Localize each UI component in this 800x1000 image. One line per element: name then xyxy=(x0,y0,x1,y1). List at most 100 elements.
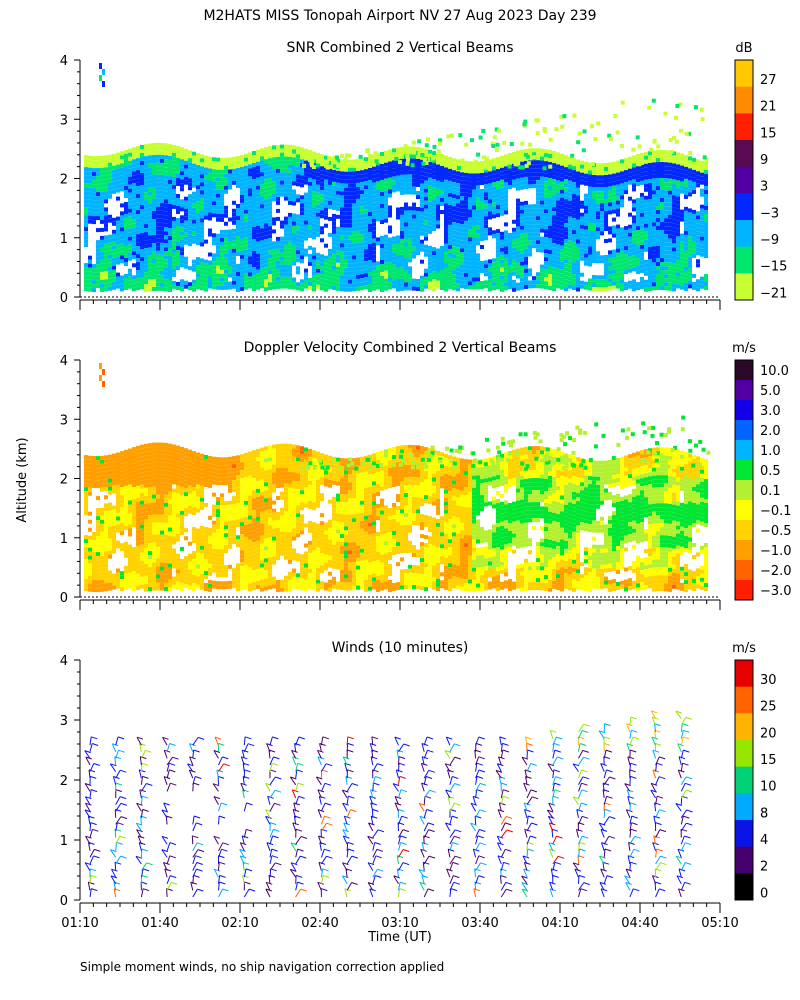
snr-colorbar-swatch xyxy=(735,86,753,114)
doppler-colorbar-swatch xyxy=(735,580,753,601)
winds-field xyxy=(84,710,693,898)
snr-colorbar-label: −15 xyxy=(760,260,787,275)
x-tick-label: 01:10 xyxy=(61,916,98,931)
doppler-colorbar-swatch xyxy=(735,360,753,381)
doppler-colorbar-unit: m/s xyxy=(732,341,756,356)
winds-y-tick-label: 4 xyxy=(60,654,68,669)
doppler-colorbar-swatch xyxy=(735,480,753,501)
x-tick-label: 05:10 xyxy=(701,916,738,931)
winds-colorbar-label: 30 xyxy=(760,673,777,688)
doppler-colorbar: 10.0 5.0 3.0 2.0 1.0 0.5 0.1 −0.1 −0.5 −1.0 −2.0 −3… xyxy=(734,359,792,601)
snr-colorbar: 27 21 15 9 3 −3 −9 −15 −21 xyxy=(734,59,787,301)
doppler-colorbar-label: −1.0 xyxy=(760,544,792,559)
x-tick-label: 04:10 xyxy=(541,916,578,931)
doppler-colorbar-swatch xyxy=(735,500,753,521)
snr-colorbar-label: 27 xyxy=(760,73,777,88)
winds-colorbar-label: 2 xyxy=(760,860,768,875)
doppler-colorbar-label: −2.0 xyxy=(760,564,792,579)
winds-panel: Winds (10 minutes) 0 1 2 3 4 01:10 01:40 02:10… xyxy=(60,640,777,931)
x-tick-label: 02:10 xyxy=(221,916,258,931)
winds-colorbar-label: 8 xyxy=(760,806,768,821)
doppler-y-tick-label: 1 xyxy=(60,532,68,547)
x-axis-label: Time (UT) xyxy=(367,930,432,945)
doppler-colorbar-swatch xyxy=(735,540,753,561)
doppler-y-axis: 0 1 2 3 4 xyxy=(60,354,81,606)
winds-colorbar-swatch xyxy=(735,713,753,741)
doppler-field xyxy=(84,363,711,593)
winds-y-tick-label: 0 xyxy=(60,894,68,909)
winds-y-tick-label: 1 xyxy=(60,834,68,849)
snr-panel-title: SNR Combined 2 Vertical Beams xyxy=(286,40,513,56)
doppler-colorbar-label: 0.5 xyxy=(760,464,781,479)
winds-colorbar-label: 0 xyxy=(760,886,768,901)
snr-x-axis xyxy=(79,299,721,310)
doppler-colorbar-swatch xyxy=(735,560,753,581)
snr-colorbar-label: −3 xyxy=(760,206,779,221)
winds-panel-title: Winds (10 minutes) xyxy=(332,640,469,656)
snr-y-tick-label: 3 xyxy=(60,113,68,128)
snr-colorbar-swatch xyxy=(735,246,753,274)
doppler-colorbar-label: 0.1 xyxy=(760,484,781,499)
winds-colorbar-swatch xyxy=(735,766,753,794)
snr-y-tick-label: 0 xyxy=(60,291,68,306)
winds-y-tick-label: 2 xyxy=(60,774,68,789)
doppler-colorbar-swatch xyxy=(735,420,753,441)
snr-colorbar-swatch xyxy=(735,60,753,88)
winds-colorbar-label: 4 xyxy=(760,833,768,848)
snr-field xyxy=(84,63,709,293)
snr-colorbar-label: 21 xyxy=(760,100,777,115)
doppler-colorbar-label: 3.0 xyxy=(760,404,781,419)
footnote: Simple moment winds, no ship navigation … xyxy=(80,960,444,974)
winds-colorbar-swatch xyxy=(735,740,753,768)
winds-colorbar-label: 15 xyxy=(760,753,777,768)
x-tick-label: 02:40 xyxy=(301,916,338,931)
snr-colorbar-label: 15 xyxy=(760,126,777,141)
doppler-y-tick-label: 2 xyxy=(60,473,68,488)
snr-colorbar-label: −21 xyxy=(760,286,787,301)
snr-colorbar-swatch xyxy=(735,113,753,141)
doppler-colorbar-label: −0.1 xyxy=(760,504,792,519)
winds-colorbar-label: 25 xyxy=(760,700,777,715)
doppler-colorbar-label: −3.0 xyxy=(760,584,792,599)
winds-colorbar-swatch xyxy=(735,793,753,821)
x-tick-label: 04:40 xyxy=(621,916,658,931)
winds-y-tick-label: 3 xyxy=(60,714,68,729)
snr-y-axis: 0 1 2 3 4 xyxy=(60,54,81,306)
snr-colorbar-swatch xyxy=(735,140,753,168)
doppler-colorbar-label: 1.0 xyxy=(760,444,781,459)
snr-colorbar-swatch xyxy=(735,220,753,248)
doppler-y-tick-label: 3 xyxy=(60,413,68,428)
x-tick-label: 01:40 xyxy=(141,916,178,931)
doppler-colorbar-label: 10.0 xyxy=(760,364,789,379)
winds-colorbar-swatch xyxy=(735,873,753,901)
snr-colorbar-swatch xyxy=(735,166,753,194)
doppler-panel-title: Doppler Velocity Combined 2 Vertical Bea… xyxy=(244,340,557,356)
doppler-colorbar-label: −0.5 xyxy=(760,524,792,539)
doppler-colorbar-swatch xyxy=(735,400,753,421)
doppler-colorbar-swatch xyxy=(735,460,753,481)
x-tick-label: 03:40 xyxy=(461,916,498,931)
winds-colorbar-swatch xyxy=(735,820,753,848)
snr-colorbar-swatch xyxy=(735,193,753,221)
winds-y-axis: 0 1 2 3 4 xyxy=(60,654,81,909)
snr-colorbar-swatch xyxy=(735,273,753,301)
snr-y-tick-label: 2 xyxy=(60,173,68,188)
doppler-panel: Doppler Velocity Combined 2 Vertical Bea… xyxy=(60,340,792,610)
y-axis-label: Altitude (km) xyxy=(15,437,30,522)
doppler-colorbar-swatch xyxy=(735,520,753,541)
winds-colorbar-label: 10 xyxy=(760,780,777,795)
winds-x-axis: 01:10 01:40 02:10 02:40 03:10 03:40 04:10 04:40… xyxy=(61,902,739,931)
snr-colorbar-label: 9 xyxy=(760,153,768,168)
doppler-y-tick-label: 4 xyxy=(60,354,68,369)
snr-panel: SNR Combined 2 Vertical Beams 0 1 2 3 4 dB 2… xyxy=(60,40,787,310)
winds-colorbar-swatch xyxy=(735,686,753,714)
snr-colorbar-label: 3 xyxy=(760,180,768,195)
doppler-colorbar-label: 2.0 xyxy=(760,424,781,439)
winds-colorbar-label: 20 xyxy=(760,726,777,741)
x-tick-label: 03:10 xyxy=(381,916,418,931)
snr-colorbar-unit: dB xyxy=(735,41,752,56)
winds-colorbar-swatch xyxy=(735,660,753,688)
doppler-colorbar-swatch xyxy=(735,380,753,401)
